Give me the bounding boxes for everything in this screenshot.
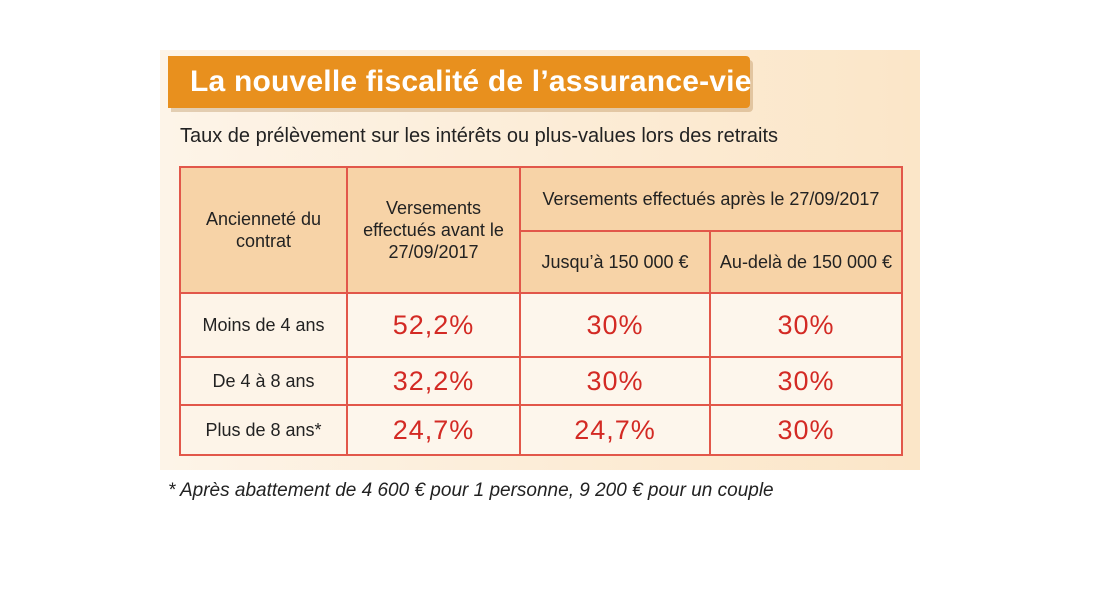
footnote: * Après abattement de 4 600 € pour 1 per… <box>168 480 774 501</box>
header-seniority: Ancienneté du contrat <box>179 166 348 294</box>
row-label: De 4 à 8 ans <box>179 356 348 406</box>
rate-upto-150000: 30% <box>519 356 711 406</box>
tax-rate-table: Ancienneté du contrat Versements effectu… <box>179 166 903 456</box>
rate-beyond-150000: 30% <box>709 404 903 456</box>
rate-upto-150000: 30% <box>519 292 711 358</box>
rate-beyond-150000: 30% <box>709 356 903 406</box>
table-subtitle: Taux de prélèvement sur les intérêts ou … <box>180 125 779 147</box>
table-row: Moins de 4 ans 52,2% 30% 30% <box>179 292 903 358</box>
header-upto-150000: Jusqu’à 150 000 € <box>519 230 711 294</box>
rate-before-2017: 52,2% <box>346 292 521 358</box>
rate-upto-150000: 24,7% <box>519 404 711 456</box>
header-after-2017: Versements effectués après le 27/09/2017 <box>519 166 903 232</box>
rate-beyond-150000: 30% <box>709 292 903 358</box>
header-beyond-150000: Au-delà de 150 000 € <box>709 230 903 294</box>
page-title: La nouvelle fiscalité de l’assurance-vie <box>190 65 752 98</box>
table-row: De 4 à 8 ans 32,2% 30% 30% <box>179 356 903 406</box>
row-label: Moins de 4 ans <box>179 292 348 358</box>
rate-before-2017: 32,2% <box>346 356 521 406</box>
rate-before-2017: 24,7% <box>346 404 521 456</box>
table-row: Plus de 8 ans* 24,7% 24,7% 30% <box>179 404 903 456</box>
row-label: Plus de 8 ans* <box>179 404 348 456</box>
header-before-2017: Versements effectués avant le 27/09/2017 <box>346 166 521 294</box>
title-banner: La nouvelle fiscalité de l’assurance-vie <box>168 56 752 108</box>
